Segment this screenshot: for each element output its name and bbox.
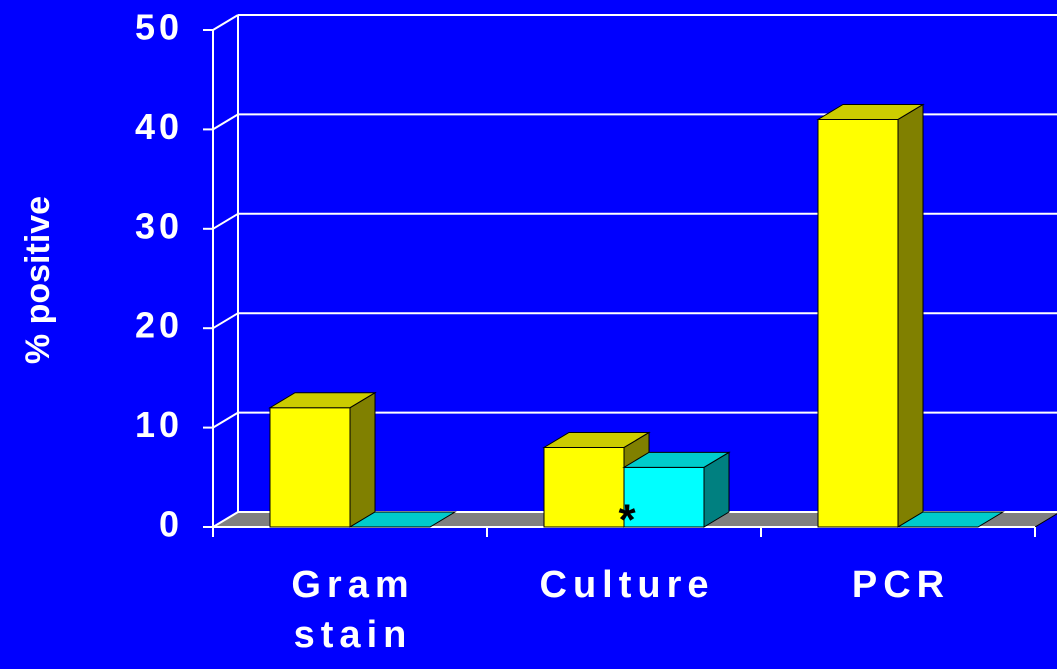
x-tick-label: PCR [851,564,951,606]
bar-side [349,391,376,528]
bar [896,511,1005,528]
grid-line-side [212,511,239,528]
y-tick-label: 20 [135,305,183,346]
bar-front [543,446,625,528]
grid-line [212,312,1057,330]
bar-top [622,451,731,468]
bar-top [542,431,651,448]
x-tick-label: Culture [539,564,715,606]
bar-top [896,511,1005,528]
bar [348,511,457,528]
bar-top [348,511,457,528]
grid-line-side [212,14,239,31]
bar-side [897,103,924,528]
bar-top [816,103,925,120]
y-tick-label: 10 [135,404,183,445]
grid-line [212,212,1057,230]
bar-front [817,118,899,528]
y-axis-label: % positive [19,196,57,364]
bar-top [268,392,377,409]
y-tick-label: 30 [135,205,183,246]
y-tick-label: 0 [159,504,183,545]
bar [816,103,925,528]
grid-line-side [212,113,239,131]
grid-line-side [212,312,239,330]
grid-line [212,14,1057,31]
bar-front [269,407,351,528]
y-tick-label: 40 [135,106,183,147]
grid-line [212,113,1057,131]
annotation: * [618,496,636,545]
grid-line-side [212,411,239,429]
x-tick-label: Gram stain [291,564,415,656]
bar [268,391,377,528]
grid-line-side [212,212,239,230]
bar [622,451,731,528]
bar-front [623,466,705,528]
y-tick-label: 50 [135,7,183,48]
